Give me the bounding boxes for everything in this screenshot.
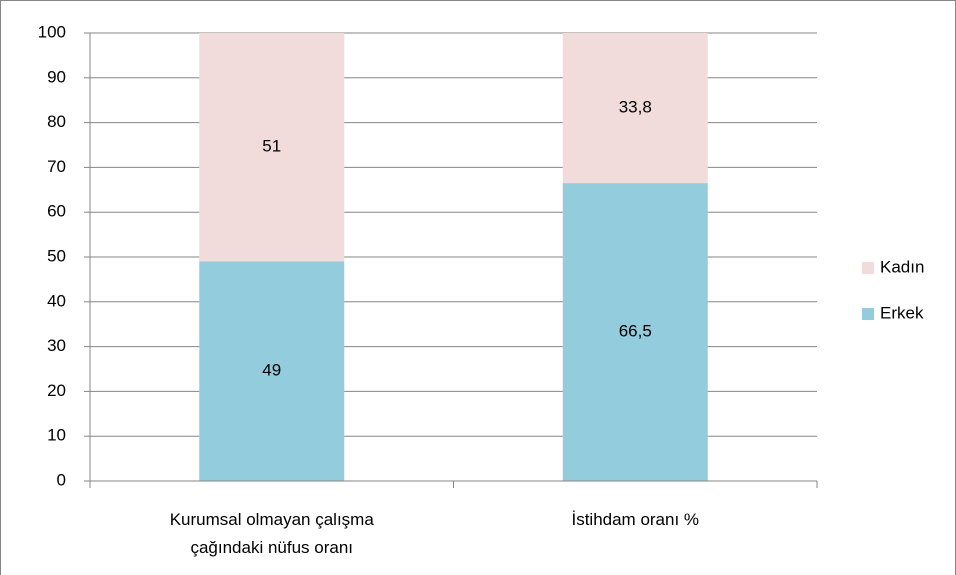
data-label: 33,8 [619,98,652,117]
y-tick-label: 20 [47,381,66,400]
legend-swatch [862,308,874,320]
bar-segment [199,33,345,262]
plot-area [199,33,708,481]
bar-segment [562,33,708,184]
bar-segment [199,261,345,481]
x-tick-label: Kurumsal olmayan çalışma çağındaki nüfus… [169,510,374,557]
legend-swatch [862,262,874,274]
y-tick-label: 10 [47,426,66,445]
legend-label: Kadın [880,257,924,276]
data-label: 66,5 [619,322,652,341]
y-tick-label: 100 [38,22,66,41]
bar-segment [562,183,708,481]
y-tick-label: 0 [57,470,66,489]
data-label: 51 [262,137,281,156]
y-tick-label: 70 [47,157,66,176]
y-tick-label: 60 [47,202,66,221]
y-tick-label: 40 [47,291,66,310]
y-tick-label: 30 [47,336,66,355]
data-label: 49 [262,361,281,380]
x-tick-label: İstihdam oranı % [571,510,700,529]
y-tick-label: 80 [47,112,66,131]
y-tick-label: 90 [47,67,66,86]
y-tick-label: 50 [47,246,66,265]
legend-label: Erkek [880,303,924,322]
